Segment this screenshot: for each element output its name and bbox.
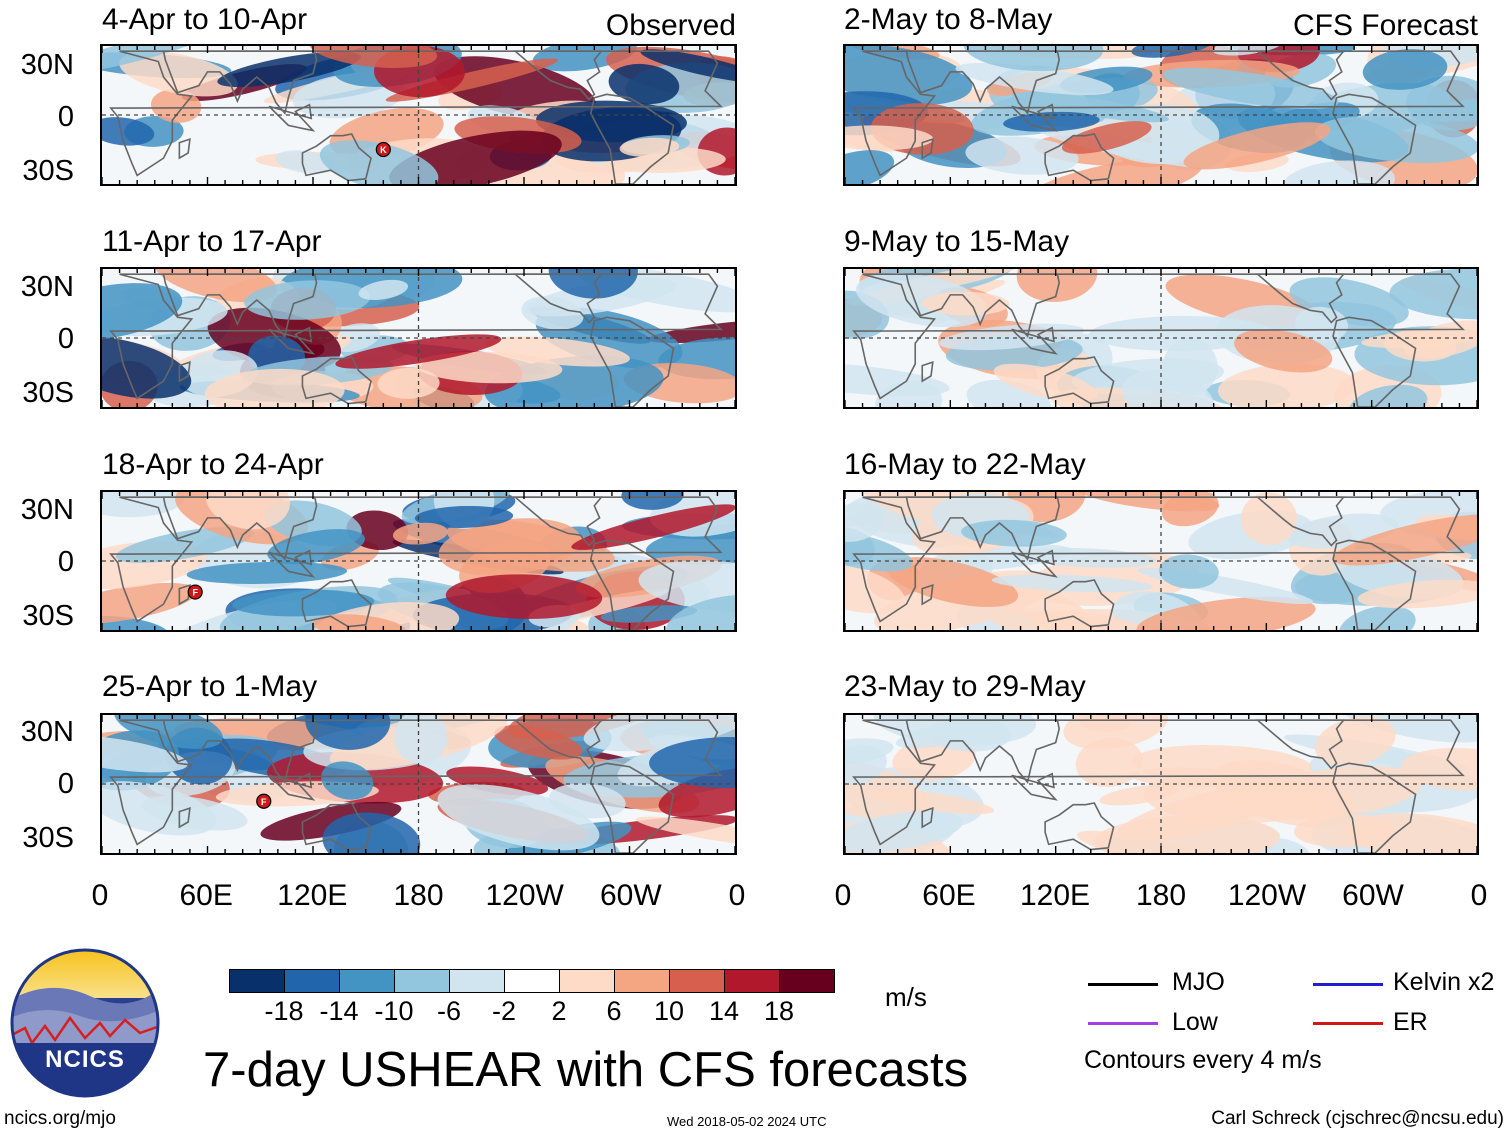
- x-tick-label: 180: [393, 879, 444, 912]
- svg-text:F: F: [192, 588, 198, 598]
- x-tick-label: 60E: [922, 879, 976, 912]
- legend-label: Low: [1172, 1008, 1218, 1036]
- panel-title: 4-Apr to 10-Apr: [102, 3, 308, 36]
- colorbar-swatch: [449, 969, 505, 993]
- storm-marker: F: [256, 793, 272, 809]
- colorbar-swatch: [614, 969, 670, 993]
- colorbar-swatch: [504, 969, 560, 993]
- x-tick-label: 0: [91, 879, 109, 912]
- x-tick-label: 120W: [485, 879, 564, 912]
- colorbar-swatch: [779, 969, 835, 993]
- y-tick-label: 30N: [20, 49, 74, 81]
- legend-line-kelvin: [1313, 983, 1383, 986]
- panel-title: 25-Apr to 1-May: [102, 670, 318, 703]
- x-tick-label: 0: [834, 879, 852, 912]
- colorbar-swatch: [284, 969, 340, 993]
- colorbar-label: -10: [374, 996, 414, 1026]
- x-tick-label: 120E: [277, 879, 348, 912]
- x-tick-label: 120W: [1227, 879, 1307, 912]
- svg-text:F: F: [261, 797, 267, 807]
- x-tick-label: 60W: [599, 879, 662, 912]
- colorbar-label: -18: [264, 996, 304, 1026]
- y-tick-label: 0: [57, 323, 74, 355]
- shear-map-panel: [100, 267, 737, 409]
- y-tick-label: 30S: [22, 822, 74, 854]
- x-tick-label: 0: [1470, 879, 1488, 912]
- legend-line-er: [1313, 1022, 1383, 1025]
- legend-line-low: [1088, 1022, 1158, 1025]
- colorbar-swatch: [669, 969, 725, 993]
- x-tick-label: 60W: [1342, 879, 1404, 912]
- x-tick-label: 120E: [1019, 879, 1091, 912]
- panel-title: 11-Apr to 17-Apr: [102, 225, 322, 258]
- colorbar-label: -6: [436, 996, 462, 1026]
- legend-label: ER: [1393, 1008, 1428, 1036]
- panel-title: 18-Apr to 24-Apr: [102, 448, 324, 481]
- x-tick-label: 180: [1135, 879, 1187, 912]
- legend-label: Kelvin x2: [1393, 968, 1495, 996]
- y-tick-label: 30N: [20, 271, 74, 303]
- panel-title: 23-May to 29-May: [844, 670, 1086, 703]
- shear-map-panel: [843, 713, 1479, 855]
- legend-line-mjo: [1088, 983, 1158, 986]
- observed-label: Observed: [605, 9, 736, 42]
- units-label: m/s: [885, 982, 927, 1012]
- y-tick-label: 30N: [20, 716, 74, 748]
- footer-author: Carl Schreck (cjschrec@ncsu.edu): [1211, 1108, 1504, 1129]
- colorbar-label: 18: [763, 996, 795, 1026]
- y-tick-label: 30N: [20, 494, 74, 526]
- shear-map-panel: [843, 44, 1479, 186]
- y-tick-label: 30S: [22, 155, 74, 187]
- colorbar-swatch: [339, 969, 395, 993]
- colorbar-label: -2: [491, 996, 517, 1026]
- svg-text:K: K: [380, 145, 387, 155]
- contour-note: Contours every 4 m/s: [1084, 1046, 1322, 1074]
- forecast-label: CFS Forecast: [1292, 9, 1478, 42]
- shear-map-panel: K: [100, 44, 737, 186]
- shear-map-panel: F: [100, 490, 737, 632]
- y-tick-label: 30S: [22, 377, 74, 409]
- colorbar-swatch: [394, 969, 450, 993]
- shear-map-panel: [843, 267, 1479, 409]
- storm-marker: F: [187, 584, 203, 600]
- footer-timestamp: Wed 2018-05-02 2024 UTC: [667, 1114, 827, 1129]
- panel-title: 2-May to 8-May: [844, 3, 1053, 36]
- panel-title: 9-May to 15-May: [844, 225, 1070, 258]
- legend-label: MJO: [1172, 968, 1225, 996]
- shear-map-panel: F: [100, 713, 737, 855]
- colorbar-label: 2: [551, 996, 567, 1026]
- ncics-logo: NCICS: [10, 948, 160, 1098]
- y-tick-label: 0: [57, 768, 74, 800]
- colorbar-label: 14: [708, 996, 740, 1026]
- colorbar-swatch: [559, 969, 615, 993]
- colorbar-swatch: [724, 969, 780, 993]
- colorbar-label: 6: [606, 996, 622, 1026]
- colorbar-label: -14: [319, 996, 359, 1026]
- colorbar-label: 10: [653, 996, 685, 1026]
- shear-map-panel: [843, 490, 1479, 632]
- x-tick-label: 0: [728, 879, 746, 912]
- y-tick-label: 30S: [22, 600, 74, 632]
- x-tick-label: 60E: [179, 879, 233, 912]
- figure-title: 7-day USHEAR with CFS forecasts: [203, 1043, 969, 1097]
- colorbar-swatch: [229, 969, 285, 993]
- footer-url[interactable]: ncics.org/mjo: [4, 1108, 116, 1129]
- y-tick-label: 0: [57, 546, 74, 578]
- storm-marker: K: [375, 141, 391, 158]
- panel-title: 16-May to 22-May: [844, 448, 1086, 481]
- logo-text: NCICS: [45, 1046, 125, 1073]
- y-tick-label: 0: [57, 101, 74, 133]
